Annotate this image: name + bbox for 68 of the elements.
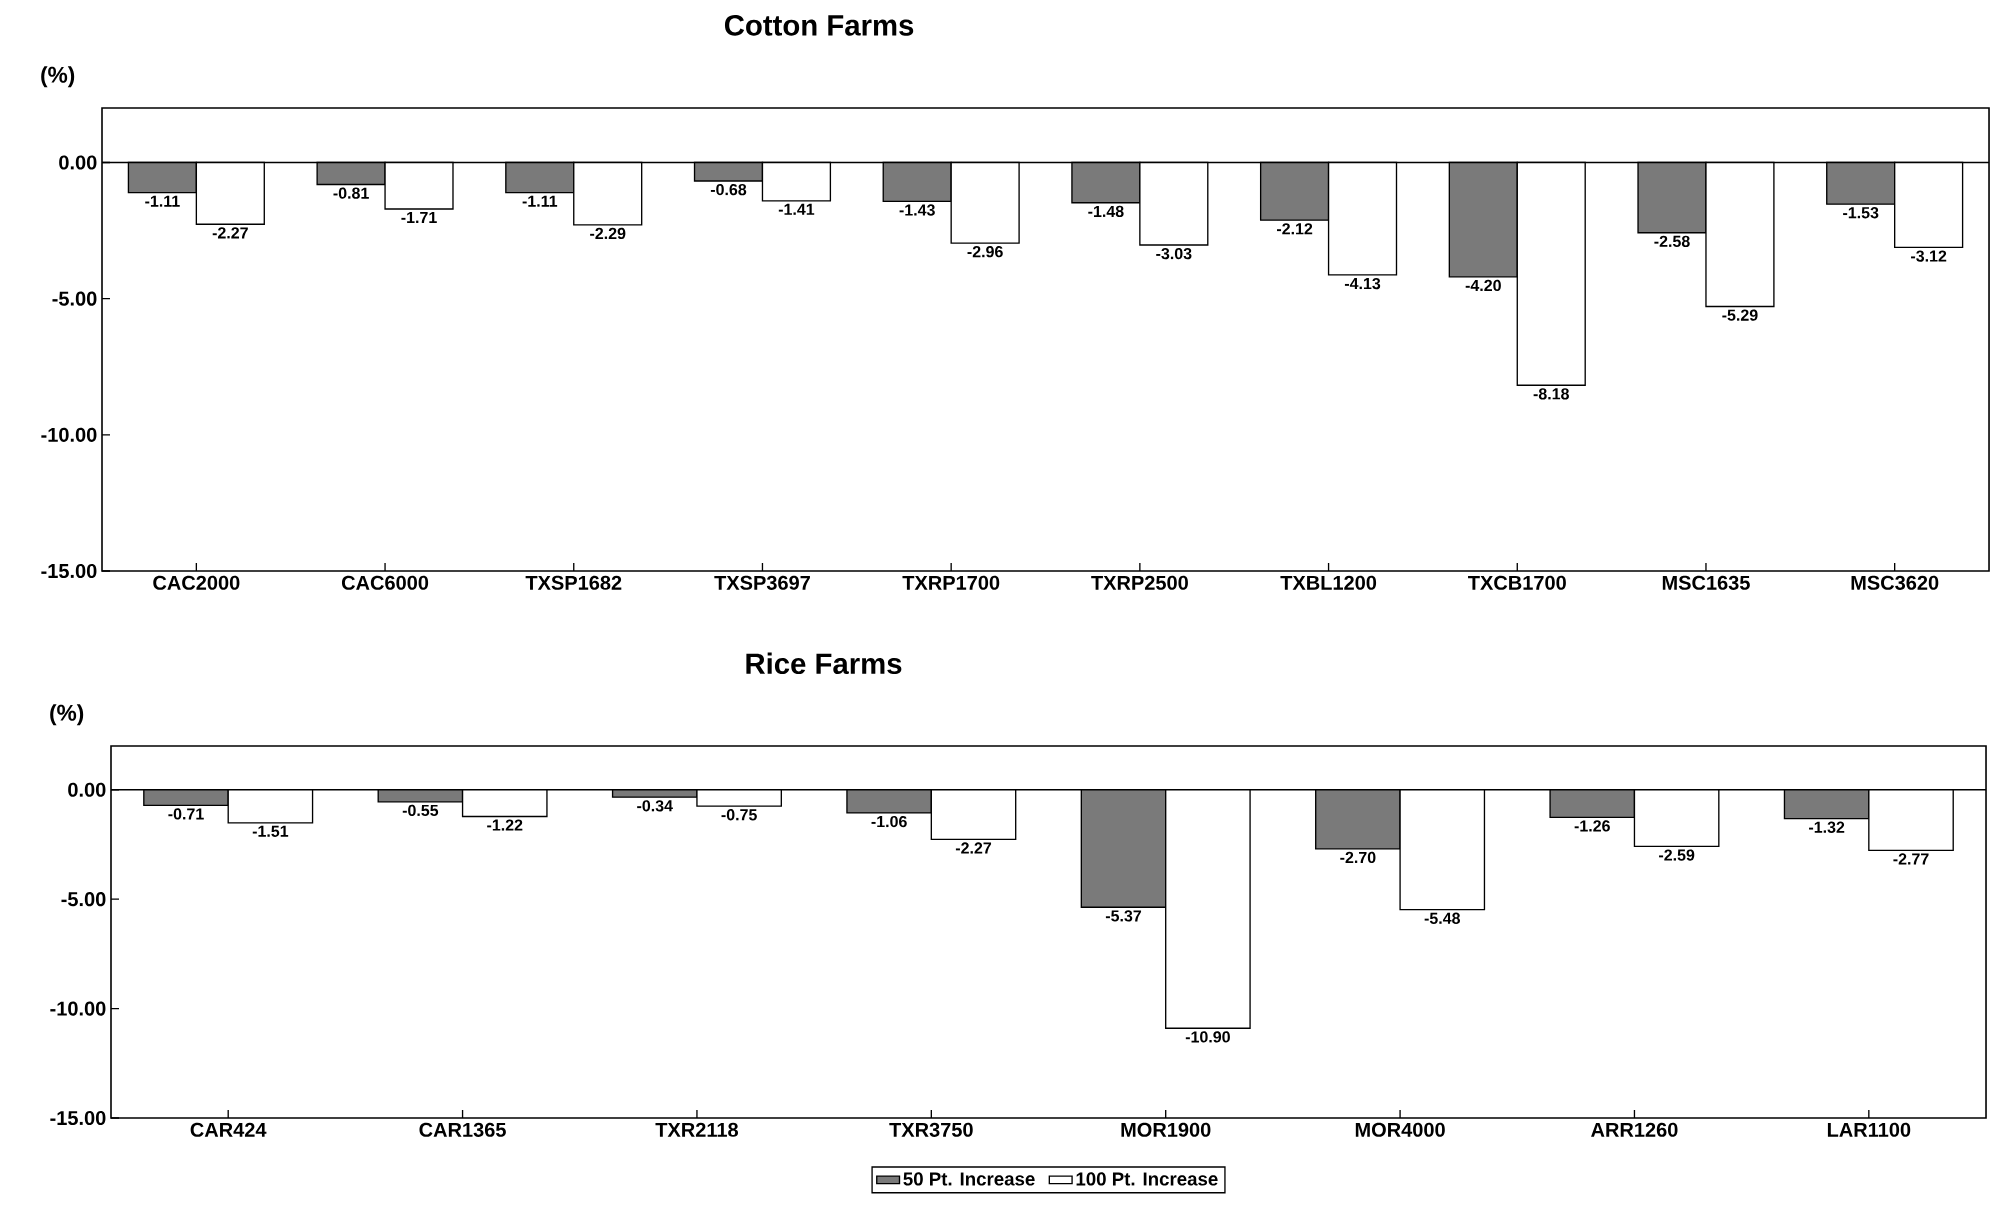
data-label: -3.03 xyxy=(1156,247,1192,260)
y-tick-label: -10.00 xyxy=(41,427,97,442)
data-label: -2.96 xyxy=(967,246,1003,258)
data-label: -0.75 xyxy=(721,809,757,821)
data-label: -2.27 xyxy=(955,842,992,854)
data-label: -1.26 xyxy=(1574,820,1610,832)
y-tick-label: 0.00 xyxy=(59,155,97,170)
data-label: -1.48 xyxy=(1088,205,1124,218)
x-tick-label: TXCB1700 xyxy=(1468,575,1566,590)
chart-title: Cotton Farms xyxy=(724,14,914,36)
data-label: -2.27 xyxy=(212,227,248,239)
legend-label: 100 Pt. Increase xyxy=(1076,1172,1218,1186)
data-label: -2.58 xyxy=(1654,235,1690,247)
x-tick-label: TXRP1700 xyxy=(902,575,1000,590)
data-label: -5.37 xyxy=(1105,910,1142,922)
data-label: -4.20 xyxy=(1465,279,1501,292)
y-tick-label: -15.00 xyxy=(41,563,97,579)
y-axis-title: (%) xyxy=(41,66,75,88)
x-tick-label: CAR424 xyxy=(190,1122,267,1137)
data-label: -10.90 xyxy=(1185,1031,1230,1043)
x-tick-label: TXSP3697 xyxy=(714,575,810,590)
data-label: -1.06 xyxy=(871,815,907,828)
x-tick-label: MOR1900 xyxy=(1121,1122,1211,1137)
x-tick-label: TXR3750 xyxy=(889,1122,973,1137)
chart-title: Rice Farms xyxy=(746,652,902,675)
data-label: -0.71 xyxy=(168,808,204,820)
data-label: -1.41 xyxy=(778,203,815,215)
data-label: -4.13 xyxy=(1344,277,1381,290)
x-tick-label: CAC2000 xyxy=(153,575,240,590)
data-label: -8.18 xyxy=(1533,388,1569,400)
x-tick-label: TXBL1200 xyxy=(1280,575,1377,590)
x-tick-label: MOR4000 xyxy=(1355,1122,1445,1137)
data-label: -1.11 xyxy=(522,195,558,207)
data-label: -3.12 xyxy=(1911,250,1947,262)
data-label: -5.48 xyxy=(1424,912,1460,924)
data-label: -2.70 xyxy=(1340,851,1376,864)
x-tick-label: CAR1365 xyxy=(419,1122,506,1137)
x-tick-label: ARR1260 xyxy=(1591,1122,1678,1137)
y-tick-label: -5.00 xyxy=(52,291,97,306)
y-tick-label: 0.00 xyxy=(68,782,106,797)
data-label: -1.43 xyxy=(899,204,935,216)
data-label: -2.29 xyxy=(590,227,626,240)
data-label: -2.59 xyxy=(1659,849,1695,861)
data-label: -0.81 xyxy=(333,187,369,199)
data-label: -1.51 xyxy=(252,825,289,837)
x-tick-label: MSC1635 xyxy=(1662,575,1750,590)
legend-label: 50 Pt. Increase xyxy=(903,1172,1035,1186)
y-axis-title: (%) xyxy=(50,704,84,726)
data-label: -1.71 xyxy=(401,211,437,223)
x-tick-label: TXRP2500 xyxy=(1091,575,1188,590)
y-tick-label: -15.00 xyxy=(50,1110,106,1126)
x-tick-label: MSC3620 xyxy=(1851,575,1939,590)
data-label: -5.29 xyxy=(1722,309,1758,321)
data-label: -0.55 xyxy=(402,804,439,817)
y-tick-label: -5.00 xyxy=(61,892,106,907)
y-tick-label: -10.00 xyxy=(50,1001,106,1016)
data-label: -2.77 xyxy=(1893,853,1929,865)
x-tick-label: TXR2118 xyxy=(655,1122,739,1137)
data-label: -2.12 xyxy=(1276,223,1313,235)
data-label: -1.22 xyxy=(487,819,523,831)
data-label: -1.11 xyxy=(145,195,180,207)
data-label: -1.53 xyxy=(1843,207,1879,219)
x-tick-label: LAR1100 xyxy=(1827,1122,1911,1137)
data-label: -1.32 xyxy=(1809,821,1845,833)
x-tick-label: TXSP1682 xyxy=(525,575,622,590)
x-tick-label: CAC6000 xyxy=(341,575,429,590)
data-label: -0.68 xyxy=(710,183,747,196)
data-label: -0.34 xyxy=(637,800,673,812)
